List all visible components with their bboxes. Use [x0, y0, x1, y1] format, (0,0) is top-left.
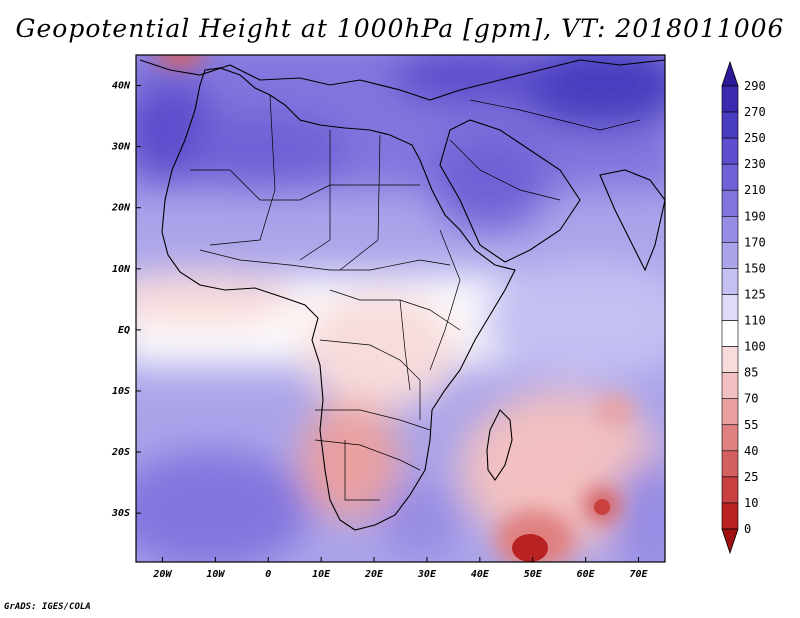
colorbar-level-label: 100: [744, 340, 766, 354]
border-southern-3: [344, 440, 380, 501]
india-coastline: [599, 169, 665, 272]
border-sahara-3: [299, 130, 331, 261]
lat-tick-label: 20N: [111, 203, 131, 214]
colorbar-swatch: [721, 85, 739, 113]
colorbar-swatch: [721, 450, 739, 478]
lon-tick-label: 0: [265, 569, 271, 580]
colorbar-level-label: 250: [744, 131, 766, 145]
colorbar-swatch: [721, 320, 739, 347]
colorbar-swatch: [721, 189, 739, 217]
colorbar-swatch: [721, 346, 739, 373]
field-south-atlantic: [136, 450, 310, 562]
lon-tick-label: 50E: [524, 569, 543, 580]
lat-tick-label: 10S: [112, 386, 130, 397]
colorbar-level-label: 150: [744, 261, 766, 275]
border-east-2: [399, 299, 411, 391]
lat-tick-label: 20S: [111, 447, 130, 458]
colorbar-level-label: 290: [744, 79, 766, 93]
colorbar-level-label: 110: [744, 314, 766, 328]
longitude-axis: 20W 10W 0 10E 20E 30E 40E 50E 60E 70E: [152, 557, 649, 580]
border-sahel: [199, 249, 451, 271]
lat-tick-label: 40N: [112, 81, 131, 92]
colorbar-swatch: [721, 111, 739, 139]
grads-credit: GrADS: IGES/COLA: [4, 602, 91, 612]
field-arabia-high: [430, 130, 550, 230]
field-anatolia-high: [390, 55, 550, 105]
colorbar-level-label: 25: [744, 470, 758, 484]
africa-coastline: [161, 67, 516, 531]
colorbar-level-label: 10: [744, 496, 758, 510]
country-borders: [190, 94, 641, 501]
colorbar-swatch: [721, 294, 739, 321]
latitude-axis: 40N 30N 20N 10N EQ 10S 20S 30S: [111, 81, 141, 519]
low-core-mascarene: [597, 395, 633, 425]
colorbar-swatch: [721, 268, 739, 295]
lon-tick-label: 20E: [364, 569, 384, 580]
border-southern-1: [315, 409, 431, 431]
colorbar-top-arrow: [721, 60, 739, 87]
colorbar-swatch: [721, 372, 739, 400]
colorbar-swatch: [721, 424, 739, 452]
border-sahara-1: [190, 169, 420, 201]
field-indian-ocean-blue: [480, 260, 665, 380]
europe-coastline: [139, 59, 665, 101]
border-sahara-2: [209, 94, 276, 246]
colorbar-bottom-arrow: [721, 528, 739, 555]
colorbar-swatch: [721, 242, 739, 269]
lon-tick-label: 10E: [312, 569, 331, 580]
chart-title: Geopotential Height at 1000hPa [gpm], VT…: [15, 14, 785, 43]
lat-tick-label: EQ: [118, 325, 130, 336]
border-southern-2: [314, 439, 421, 471]
colorbar-level-label: 0: [744, 522, 751, 536]
field-agulhas: [380, 480, 460, 560]
low-center-madagascar-east: [594, 499, 610, 515]
field-southeast-blue: [610, 460, 665, 562]
colorbar-level-label: 40: [744, 444, 758, 458]
field-kalahari-low: [300, 400, 400, 520]
lat-tick-label: 10N: [112, 264, 131, 275]
coastlines: [139, 59, 665, 531]
colorbar-swatch: [721, 398, 739, 426]
colorbar-level-label: 55: [744, 418, 758, 432]
colorbar-level-label: 85: [744, 366, 758, 380]
border-east-1: [429, 229, 461, 371]
border-sahara-4: [339, 134, 381, 271]
lon-tick-label: 60E: [577, 569, 596, 580]
colorbar-level-label: 230: [744, 157, 766, 171]
low-core-northwest-atlantic: [155, 55, 205, 67]
arabia-coastline: [439, 119, 581, 263]
lon-tick-label: 10W: [206, 569, 225, 580]
low-center-south-indian: [512, 534, 548, 562]
lon-tick-label: 70E: [630, 569, 649, 580]
colorbar-level-label: 210: [744, 183, 766, 197]
colorbar-swatch: [721, 163, 739, 191]
lon-tick-label: 40E: [471, 569, 490, 580]
lon-tick-label: 30E: [417, 569, 437, 580]
colorbar-level-label: 125: [744, 287, 766, 301]
madagascar-coastline: [486, 409, 513, 481]
colorbar-swatch: [721, 137, 739, 165]
colorbar-swatch: [721, 502, 739, 530]
height-field: [136, 55, 665, 562]
lon-tick-label: 20W: [152, 569, 172, 580]
colorbar-level-label: 270: [744, 105, 766, 119]
border-asia: [469, 99, 641, 131]
map-frame: [135, 54, 666, 563]
colorbar-level-label: 70: [744, 392, 758, 406]
border-arabia: [449, 139, 561, 201]
colorbar-swatch: [721, 476, 739, 504]
border-central-2: [319, 339, 421, 420]
field-westafrica-warm: [136, 270, 300, 330]
colorbar-level-label: 170: [744, 235, 766, 249]
colorbar-level-label: 190: [744, 209, 766, 223]
lat-tick-label: 30S: [111, 508, 130, 519]
lat-tick-label: 30N: [111, 142, 131, 153]
colorbar-swatch: [721, 215, 739, 243]
